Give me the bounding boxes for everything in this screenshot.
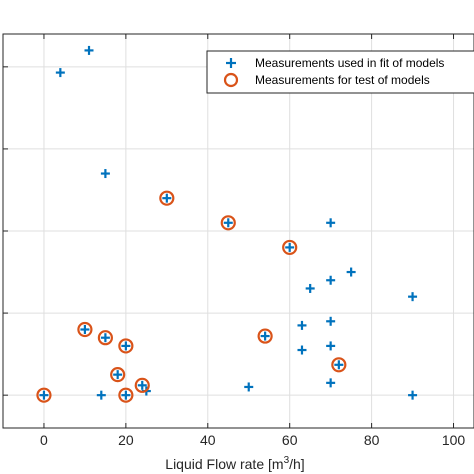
fit-measurement-marker (80, 325, 90, 334)
test-measurement-marker (118, 387, 134, 403)
x-tick-label: 60 (282, 432, 298, 448)
test-measurement-marker (159, 190, 175, 206)
test-measurement-marker (282, 239, 298, 256)
fit-measurement-marker (326, 275, 336, 285)
fit-measurement-marker (326, 341, 336, 351)
axes: 0 20 40 60 80 100 (2, 33, 474, 448)
fit-measurement-marker (326, 378, 336, 388)
x-axis-label: Liquid Flow rate [m3/h] (165, 455, 304, 472)
x-tick-label: 40 (200, 432, 216, 448)
legend: Measurements used in fit of models Measur… (206, 50, 474, 94)
fit-measurement-marker (326, 316, 336, 326)
fit-measurement-marker (137, 380, 147, 390)
x-tick-label: 20 (118, 432, 134, 448)
fit-measurement-marker (297, 345, 307, 355)
fit-measurement-marker (162, 193, 172, 203)
test-measurement-marker (77, 321, 93, 338)
fit-measurement-marker (260, 331, 270, 341)
fit-measurement-marker (305, 283, 315, 293)
fit-measurement-marker (297, 320, 307, 330)
fit-measurement-marker (100, 333, 110, 343)
fit-measurement-marker (334, 360, 344, 370)
test-measurement-marker (331, 357, 347, 373)
fit-measurement-marker (121, 390, 131, 400)
x-tick-label: 100 (442, 432, 466, 448)
x-axis-label-text: Liquid Flow rate [m (165, 456, 283, 472)
x-tick-label: 0 (40, 432, 48, 448)
fit-measurement-marker (55, 68, 65, 78)
legend-label-test: Measurements for test of models (255, 73, 430, 87)
fit-measurement-marker (113, 370, 123, 380)
test-measurement-marker (257, 328, 273, 344)
fit-measurement-marker (39, 390, 49, 400)
fit-measurement-marker (408, 390, 418, 400)
fit-measurement-marker (121, 341, 131, 351)
fit-measurement-marker (346, 267, 356, 277)
fit-measurement-marker (223, 218, 233, 228)
fit-measurement-marker (285, 242, 295, 252)
legend-label-fit: Measurements used in fit of models (255, 56, 444, 70)
series-test-measurements (36, 190, 347, 403)
fit-measurement-marker (84, 45, 94, 55)
test-measurement-marker (110, 367, 126, 383)
x-axis-label-superscript: 3 (284, 455, 290, 466)
test-measurement-marker (220, 215, 236, 231)
fit-measurement-marker (100, 169, 110, 179)
x-tick-label: 80 (364, 432, 380, 448)
test-measurement-marker (97, 330, 113, 346)
grid (3, 34, 474, 428)
legend-circle-icon (223, 72, 239, 88)
legend-box (206, 50, 474, 94)
x-axis-label-suffix: /h] (289, 456, 305, 472)
fit-measurement-marker (408, 292, 418, 302)
test-measurement-marker (36, 387, 52, 403)
fit-measurement-marker (244, 382, 254, 392)
fit-measurement-marker (96, 390, 106, 400)
fit-measurement-marker (326, 218, 336, 228)
series-fit-measurements (39, 45, 418, 400)
test-measurement-marker (118, 338, 134, 354)
test-measurement-marker (134, 377, 150, 393)
